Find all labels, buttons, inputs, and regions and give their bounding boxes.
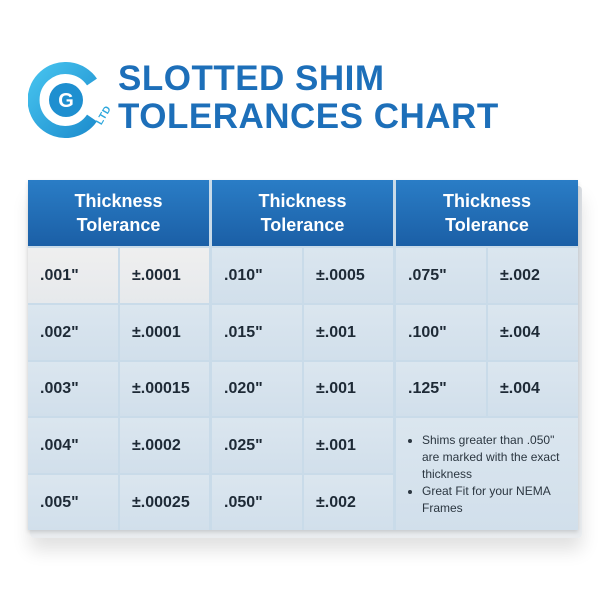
- thickness-cell: .100": [396, 305, 486, 360]
- header-line-1: Thickness: [442, 191, 532, 211]
- header-line-2: Tolerance: [260, 215, 345, 235]
- note-item: Shims greater than .050" are marked with…: [422, 432, 572, 483]
- thickness-cell: .025": [212, 418, 302, 473]
- thickness-cell: .002": [28, 305, 118, 360]
- thickness-cell: .050": [212, 475, 302, 530]
- notes-panel: Shims greater than .050" are marked with…: [396, 418, 578, 530]
- tolerance-cell: ±.0001: [120, 248, 209, 303]
- tolerance-cell: ±.001: [304, 362, 393, 416]
- thickness-cell: .020": [212, 362, 302, 416]
- tolerance-cell: ±.0002: [120, 418, 209, 473]
- thickness-cell: .010": [212, 248, 302, 303]
- tolerance-cell: ±.00015: [120, 362, 209, 416]
- thickness-cell: .015": [212, 305, 302, 360]
- header-line-1: Thickness: [258, 191, 347, 211]
- thickness-cell: .001": [28, 248, 118, 303]
- tolerance-cell: ±.002: [488, 248, 578, 303]
- tolerance-cell: ±.00025: [120, 475, 209, 530]
- tolerance-cell: ±.0001: [120, 305, 209, 360]
- logo-mark-icon: G: [28, 62, 97, 138]
- thickness-cell: .004": [28, 418, 118, 473]
- note-item: Great Fit for your NEMA Frames: [422, 483, 572, 517]
- title-line-2: TOLERANCES CHART: [118, 97, 499, 136]
- tolerance-cell: ±.001: [304, 418, 393, 473]
- header-line-2: Tolerance: [445, 215, 529, 235]
- tolerance-table: Thickness Tolerance Thickness Tolerance …: [28, 180, 578, 530]
- header-line-1: Thickness: [74, 191, 163, 211]
- thickness-cell: .003": [28, 362, 118, 416]
- company-logo: G LTD: [28, 62, 114, 138]
- logo-letter: G: [58, 90, 74, 112]
- tolerance-cell: ±.0005: [304, 248, 393, 303]
- column-header-1: Thickness Tolerance: [28, 180, 209, 246]
- thickness-cell: .005": [28, 475, 118, 530]
- notes-list: Shims greater than .050" are marked with…: [410, 432, 572, 517]
- tolerance-cell: ±.002: [304, 475, 393, 530]
- thickness-cell: .075": [396, 248, 486, 303]
- column-header-3: Thickness Tolerance: [396, 180, 578, 246]
- title-line-1: SLOTTED SHIM: [118, 59, 385, 98]
- tolerance-cell: ±.004: [488, 362, 578, 416]
- tolerance-cell: ±.001: [304, 305, 393, 360]
- tolerance-cell: ±.004: [488, 305, 578, 360]
- column-header-2: Thickness Tolerance: [212, 180, 393, 246]
- thickness-cell: .125": [396, 362, 486, 416]
- page-title: SLOTTED SHIM TOLERANCES CHART: [118, 60, 499, 136]
- header-line-2: Tolerance: [76, 215, 161, 235]
